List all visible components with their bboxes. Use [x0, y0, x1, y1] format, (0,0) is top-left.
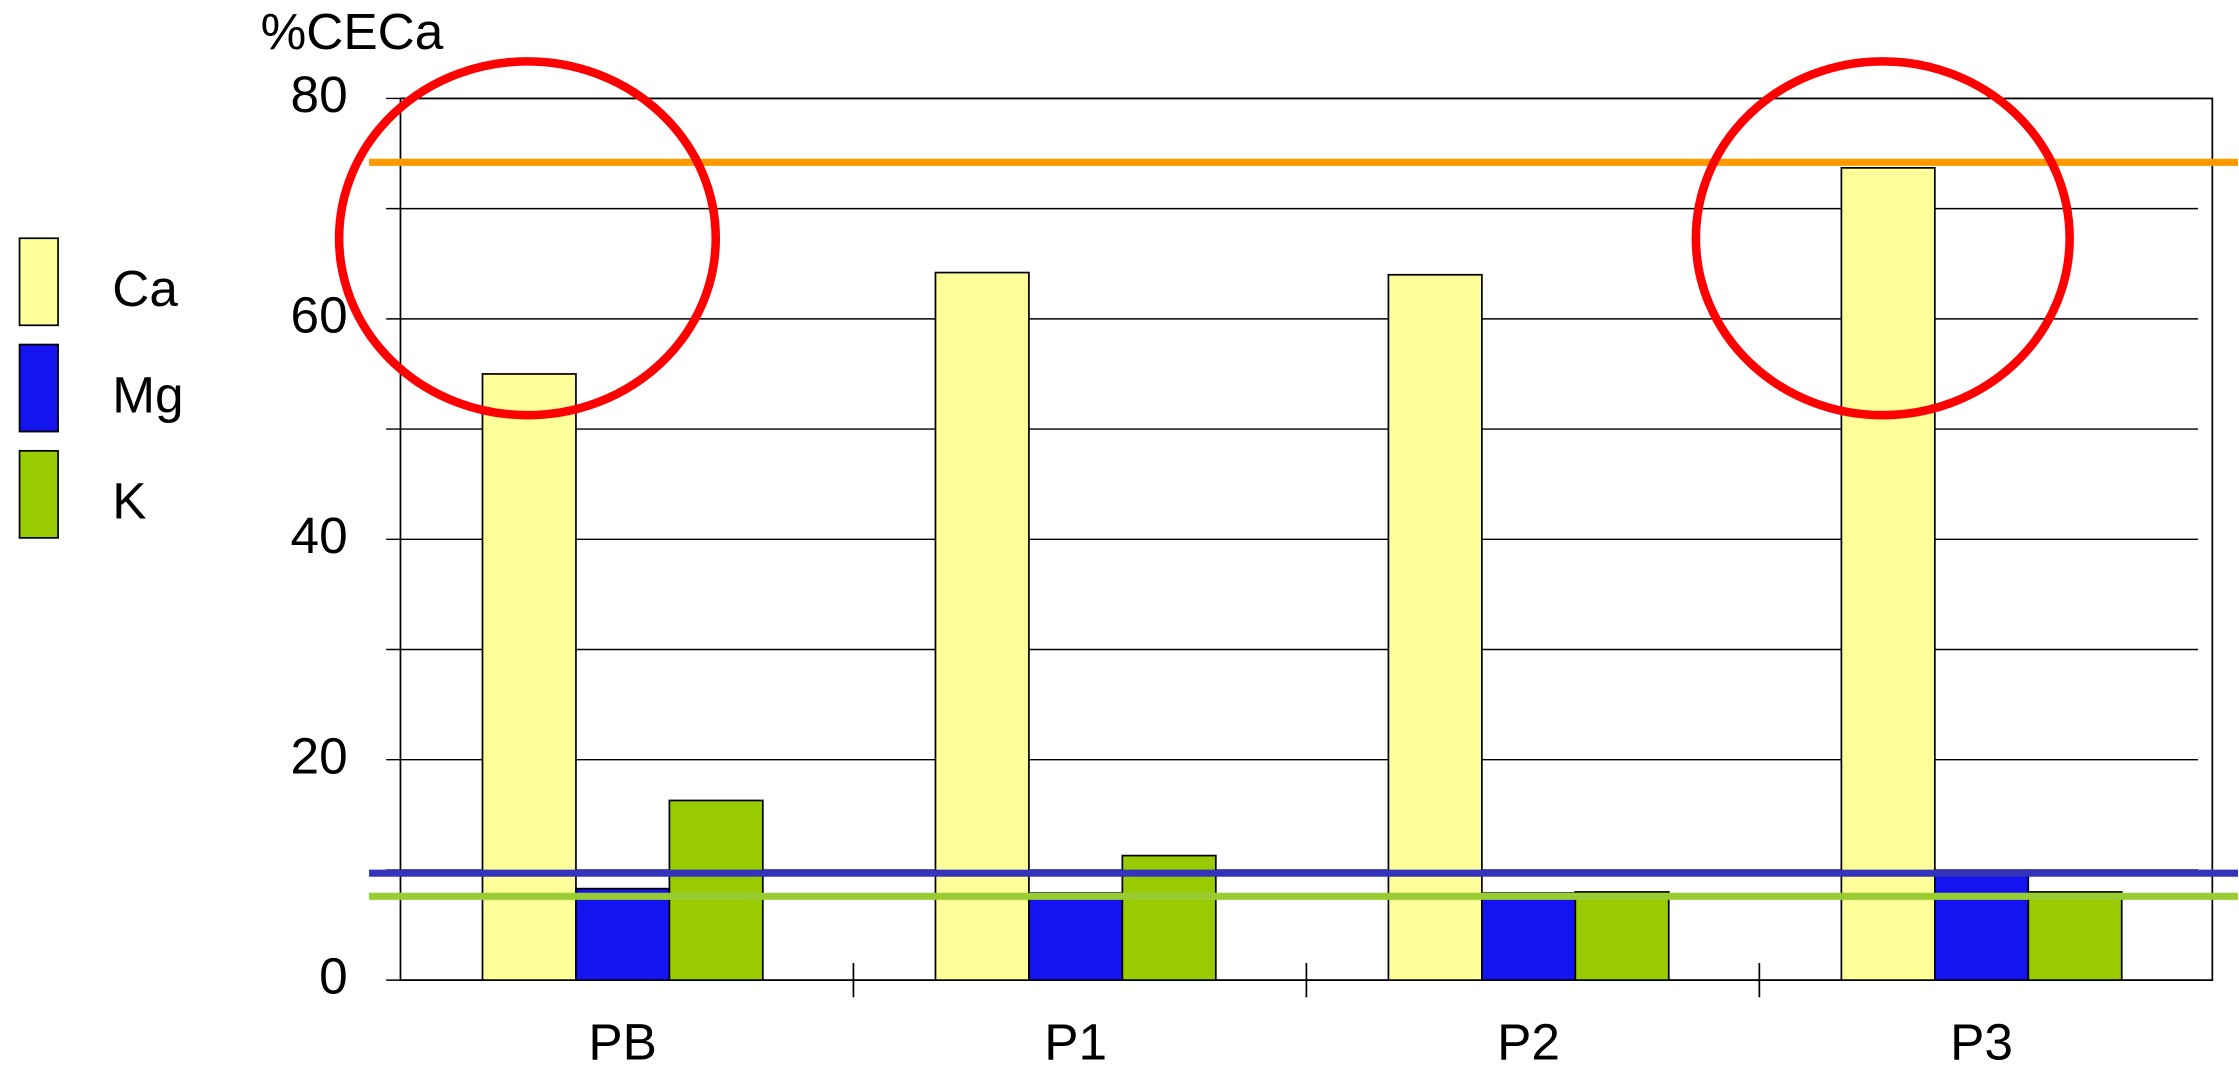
bars: [481, 167, 2123, 981]
x-tick-label: PB: [588, 1013, 657, 1070]
legend-swatch: [18, 449, 59, 539]
bar: [481, 373, 577, 981]
bar: [1028, 892, 1124, 981]
highlight-circle: [1691, 57, 2074, 420]
x-tick-label: P3: [1950, 1013, 2013, 1070]
legend-swatch: [18, 343, 59, 433]
x-tick-label: P1: [1044, 1013, 1107, 1070]
legend-swatch: [18, 237, 59, 327]
bar: [1574, 891, 1670, 981]
y-tick-label: 20: [291, 727, 348, 784]
y-tick-label: 60: [291, 286, 348, 343]
bar: [1840, 167, 1936, 981]
highlight-circle: [334, 57, 721, 420]
y-tick-label: 0: [319, 948, 348, 1005]
y-tick-label: 40: [291, 507, 348, 564]
bar: [2027, 891, 2123, 981]
bar: [668, 799, 764, 981]
y-axis-title: %CECa: [261, 3, 444, 60]
y-tick-label: 80: [291, 66, 348, 123]
bar: [575, 887, 671, 981]
legend: Ca Mg K: [18, 237, 184, 539]
reference-lines: [369, 158, 2239, 900]
bar: [1933, 872, 2030, 981]
x-tick-label: P2: [1497, 1013, 1560, 1070]
bar: [1387, 273, 1483, 981]
plot-frame: [399, 97, 2214, 981]
legend-label: Mg: [112, 366, 183, 423]
legend-label: Ca: [112, 260, 178, 317]
bar: [1481, 892, 1577, 981]
bar: [934, 271, 1030, 981]
legend-label: K: [112, 473, 146, 530]
